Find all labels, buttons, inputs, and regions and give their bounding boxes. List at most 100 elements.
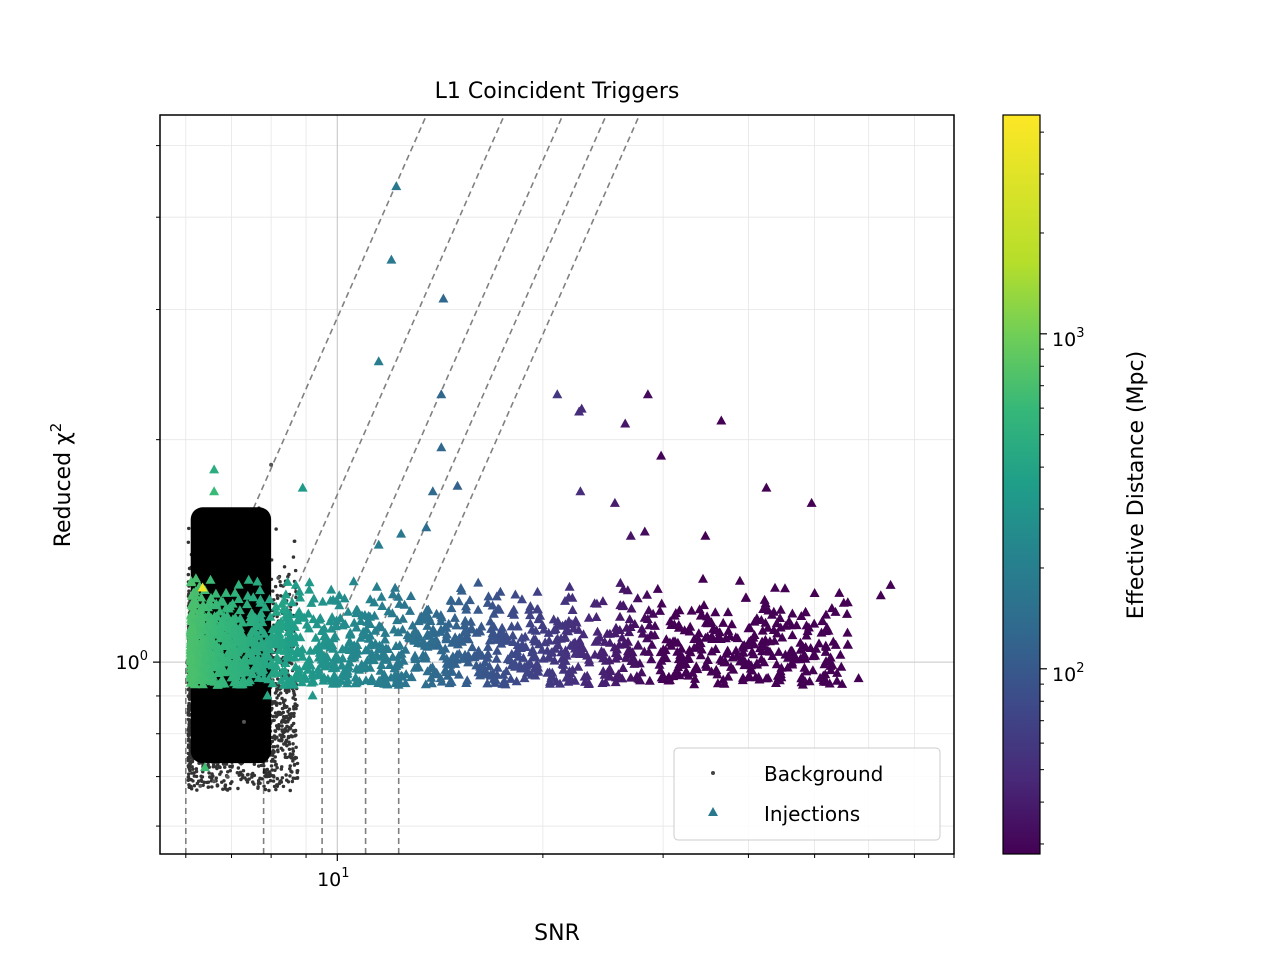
injection-point — [421, 604, 432, 614]
injection-point — [476, 621, 487, 631]
injection-point — [304, 623, 314, 633]
injection-point — [334, 600, 345, 610]
injection-point — [885, 579, 896, 589]
injection-point — [447, 637, 458, 647]
injection-point — [310, 644, 321, 654]
injection-point — [217, 649, 227, 659]
injection-point — [467, 642, 478, 652]
injection-point — [265, 644, 276, 654]
injection-point — [610, 677, 621, 687]
injection-point — [186, 577, 196, 587]
injection-point — [875, 590, 886, 600]
injection-point — [561, 672, 572, 682]
injection-point — [430, 669, 441, 679]
y-axis-label-text: Reduced χ — [51, 432, 76, 547]
colorbar-gradient — [1002, 114, 1041, 855]
injection-point — [540, 637, 551, 647]
injection-point — [508, 637, 519, 646]
injection-point — [672, 637, 683, 647]
injection-point — [510, 589, 521, 599]
injection-point — [344, 636, 355, 646]
injection-point — [473, 645, 484, 655]
injection-point — [377, 601, 388, 610]
injection-point — [297, 612, 308, 622]
injection-point — [824, 654, 835, 664]
injection-point — [747, 646, 758, 656]
x-tick-label: 101 — [317, 866, 349, 891]
injection-point — [199, 762, 210, 772]
injection-point — [560, 631, 571, 641]
injection-point — [706, 631, 717, 641]
injection-point — [185, 663, 196, 673]
injection-point — [771, 659, 782, 669]
injection-point — [722, 645, 733, 655]
injection-point — [604, 663, 615, 673]
injection-point — [689, 679, 700, 689]
injection-point — [757, 625, 768, 635]
injection-point — [636, 623, 647, 633]
injection-point — [287, 597, 298, 607]
injection-point — [330, 631, 341, 641]
injection-point — [609, 497, 620, 507]
injection-point — [761, 482, 772, 492]
injection-point — [274, 628, 285, 638]
injection-point — [311, 619, 322, 629]
injection-point — [213, 629, 224, 639]
injection-point — [842, 608, 852, 618]
injection-point — [209, 464, 220, 474]
injection-point — [366, 676, 377, 686]
injection-point — [456, 585, 467, 595]
injection-point — [427, 635, 438, 645]
injection-point — [745, 663, 756, 673]
injection-point — [402, 630, 413, 640]
injection-point — [821, 609, 831, 619]
background-point — [212, 779, 217, 784]
injection-point — [574, 406, 585, 416]
injection-point — [575, 486, 586, 496]
injection-point — [703, 618, 713, 628]
injection-point — [656, 598, 667, 608]
y-tick-label: 100 — [116, 649, 148, 674]
injection-point — [262, 690, 273, 700]
injection-point — [397, 613, 408, 623]
injection-point — [685, 621, 696, 631]
injection-point — [186, 654, 197, 664]
injection-point — [354, 664, 365, 674]
injection-point — [413, 662, 424, 672]
injection-point — [568, 623, 579, 633]
injection-point — [797, 679, 808, 689]
injection-point — [512, 621, 523, 631]
injection-point — [449, 612, 460, 622]
injection-point — [319, 623, 330, 633]
injection-point — [599, 636, 610, 646]
injection-point — [349, 640, 360, 650]
injection-point — [517, 594, 527, 604]
injection-point — [381, 653, 392, 663]
injection-point — [642, 389, 653, 399]
injection-point — [487, 600, 498, 610]
injection-point — [538, 624, 549, 634]
x-tick-label-exp: 1 — [341, 866, 349, 881]
injection-point — [743, 623, 754, 633]
injection-point — [243, 574, 254, 584]
injection-point — [191, 658, 202, 668]
injection-point — [834, 587, 845, 597]
injection-point — [532, 586, 543, 596]
injection-point — [446, 595, 457, 605]
injection-point — [615, 577, 626, 587]
injection-point — [362, 616, 373, 626]
injection-point — [265, 611, 276, 621]
injection-point — [817, 615, 828, 625]
injection-point — [676, 643, 687, 653]
injection-point — [211, 640, 222, 650]
injection-point — [337, 644, 348, 654]
injection-point — [276, 635, 287, 645]
injection-point — [820, 646, 831, 656]
injection-point — [511, 676, 522, 686]
injection-point — [390, 678, 401, 687]
injection-point — [295, 592, 306, 602]
injection-point — [308, 614, 319, 624]
legend-background-label: Background — [764, 762, 883, 786]
injection-point — [534, 639, 545, 649]
